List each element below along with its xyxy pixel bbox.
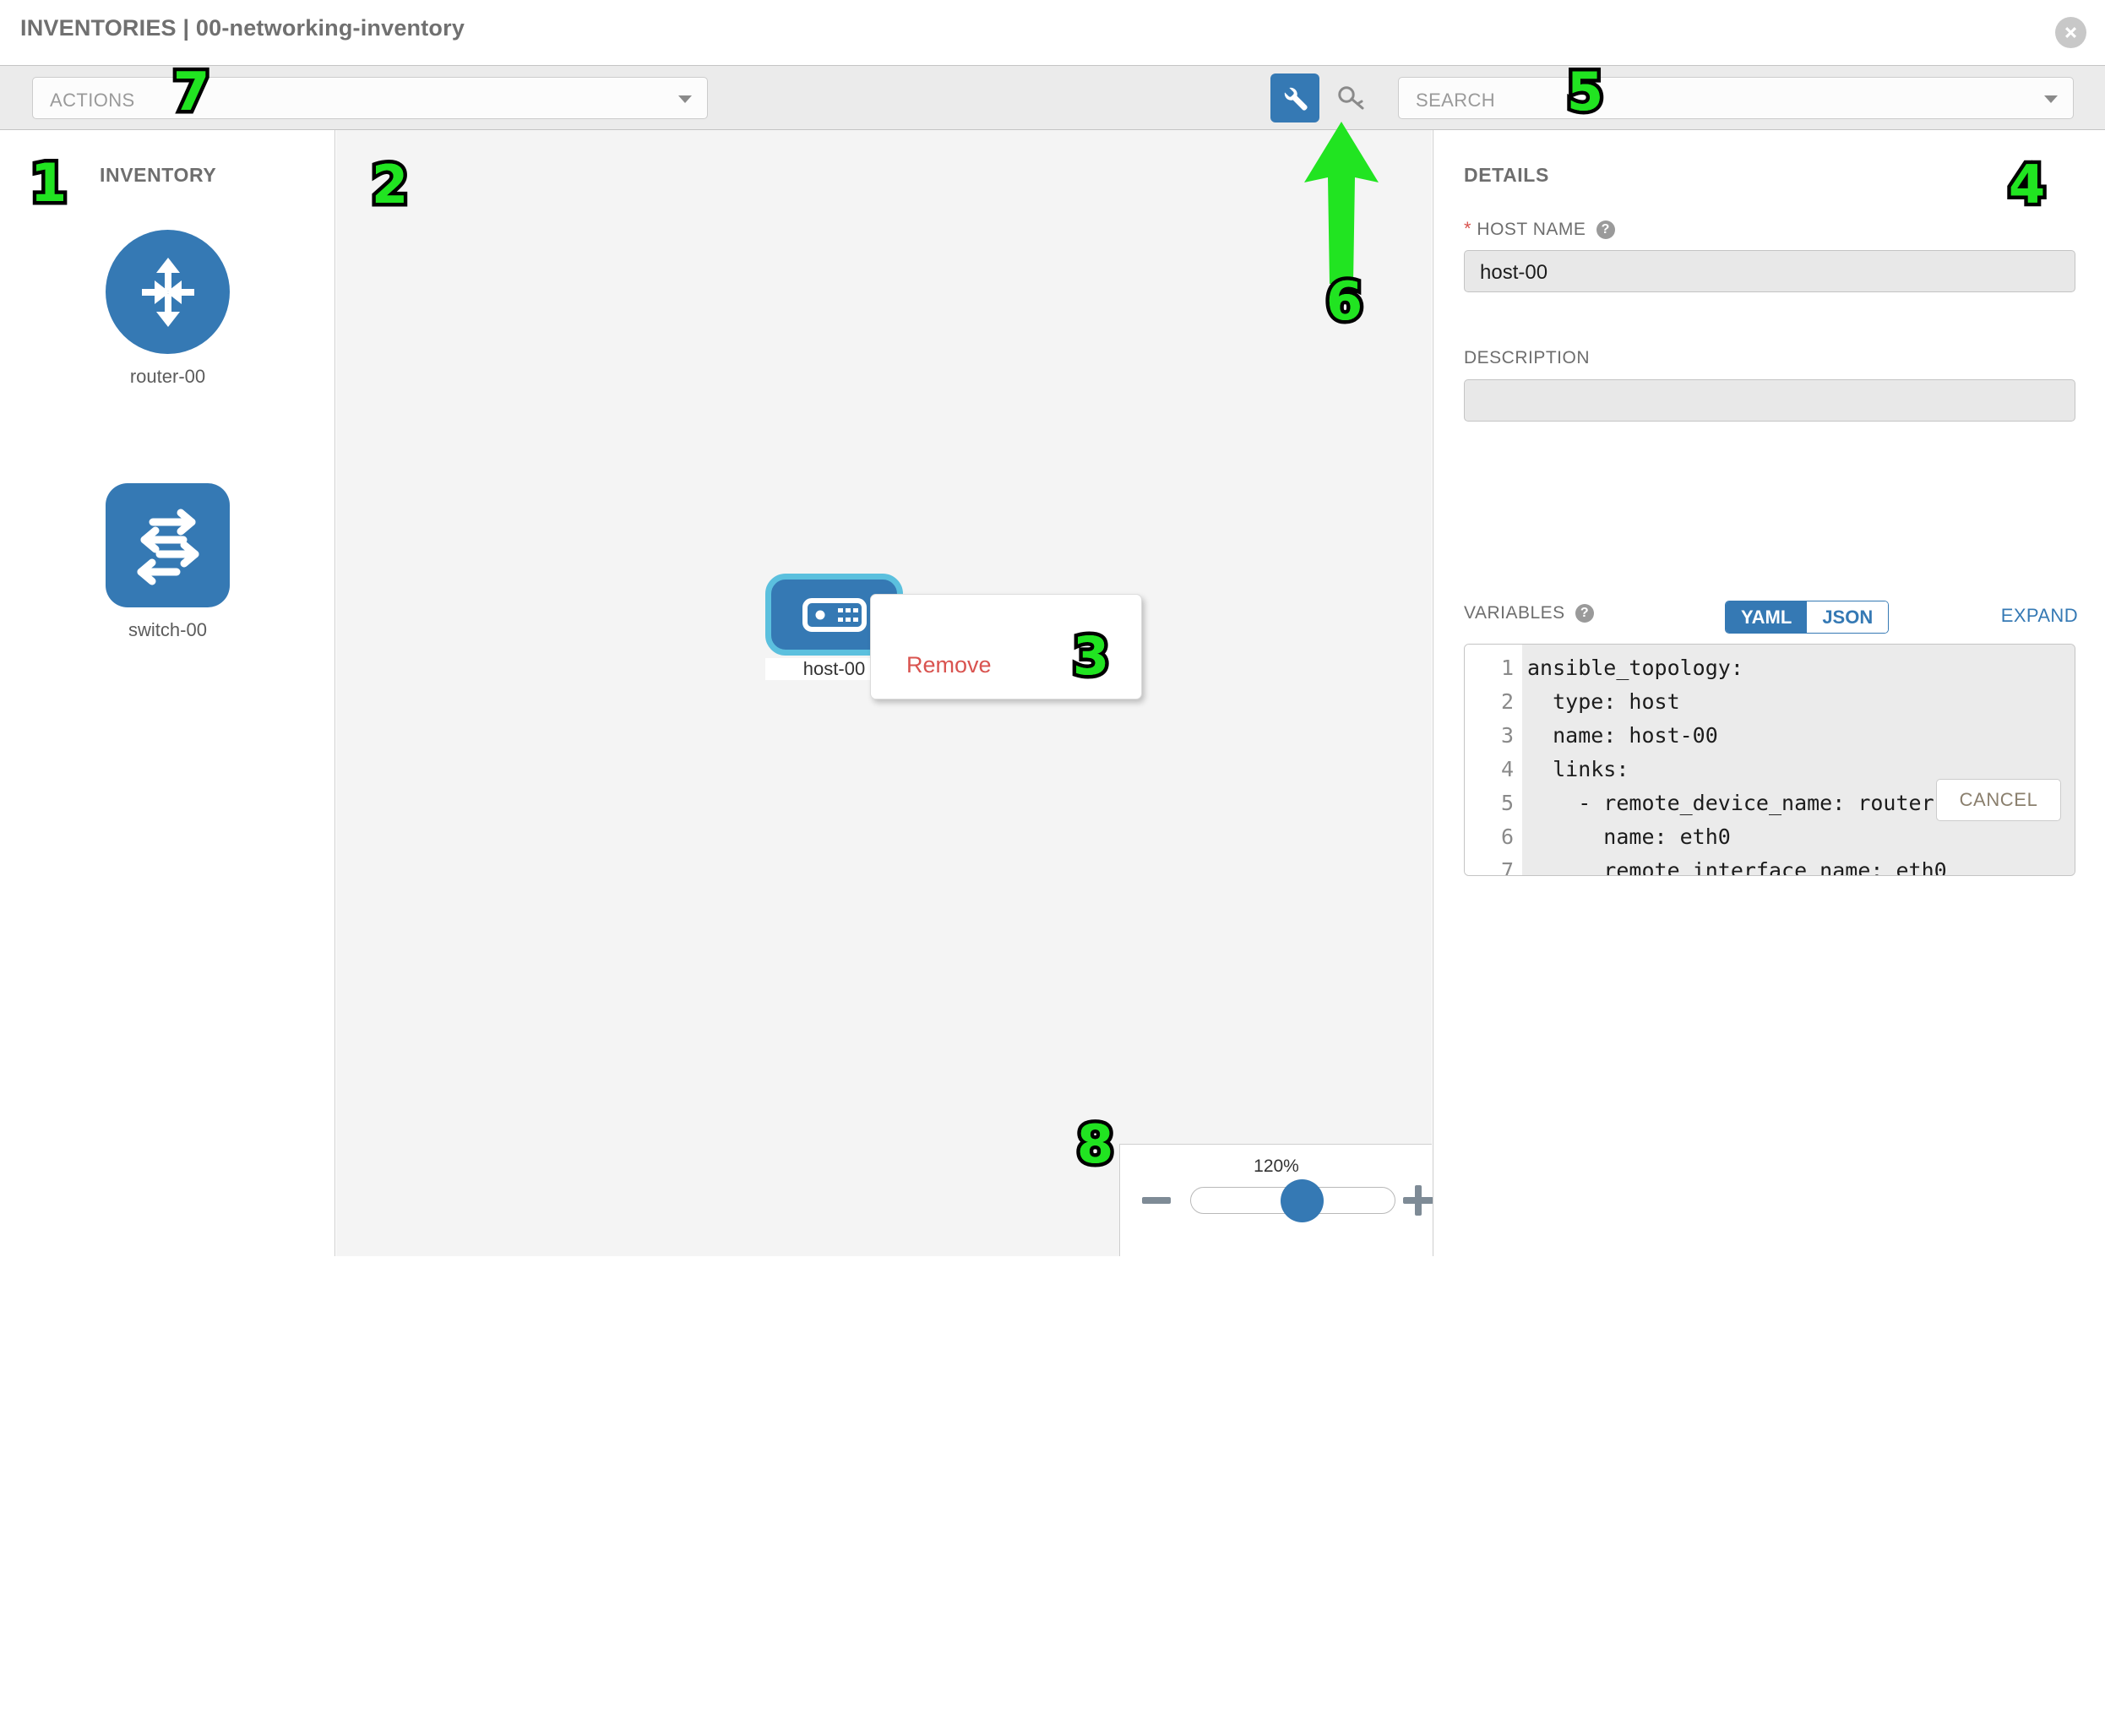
wrench-glyph	[1284, 87, 1308, 111]
zoom-slider-thumb[interactable]	[1281, 1179, 1324, 1222]
help-icon[interactable]: ?	[1596, 220, 1615, 239]
code-line: links:	[1527, 757, 1629, 781]
line-number: 2	[1500, 689, 1514, 714]
tab-json[interactable]: JSON	[1807, 601, 1889, 633]
details-title: DETAILS	[1464, 164, 1549, 186]
code-content[interactable]: ansible_topology: type: host name: host-…	[1522, 645, 2075, 875]
line-number: 3	[1500, 723, 1514, 748]
close-icon[interactable]	[2055, 17, 2086, 48]
code-line-numbers: 1 2 3 4 5 6 7	[1465, 645, 1522, 875]
variables-format-toggle: YAML JSON	[1725, 601, 1890, 634]
chevron-down-icon	[2044, 95, 2058, 103]
context-menu-item-remove[interactable]: Remove	[906, 652, 992, 678]
sidebar-item-label: router-00	[129, 366, 206, 387]
toolbar: ACTIONS SEARCH	[0, 65, 2105, 130]
line-number: 5	[1500, 791, 1514, 815]
variables-label: VARIABLES ?	[1464, 603, 1595, 623]
zoom-control-panel: 120%	[1119, 1144, 1433, 1256]
key-icon[interactable]	[1330, 79, 1371, 117]
line-number: 1	[1500, 656, 1514, 680]
sidebar-title: INVENTORY	[100, 164, 217, 186]
node-context-menu: Details Remove	[870, 594, 1142, 699]
chevron-down-icon	[678, 95, 692, 103]
code-line: name: host-00	[1527, 723, 1718, 748]
router-icon	[106, 230, 230, 354]
expand-link[interactable]: EXPAND	[2000, 605, 2078, 626]
search-placeholder: SEARCH	[1416, 90, 1496, 111]
sidebar-item-router-00[interactable]: router-00	[0, 230, 335, 388]
description-field[interactable]	[1464, 379, 2075, 422]
code-line: name: eth0	[1527, 824, 1731, 849]
variables-code-editor[interactable]: 1 2 3 4 5 6 7 ansible_topology: type: ho…	[1464, 644, 2075, 876]
sidebar-item-switch-00[interactable]: switch-00	[0, 483, 335, 641]
zoom-out-button[interactable]	[1142, 1197, 1171, 1204]
switch-glyph	[137, 509, 199, 585]
page-title: INVENTORIES | 00-networking-inventory	[20, 15, 465, 41]
inventory-sidebar: INVENTORY router-00	[0, 130, 335, 1256]
wrench-icon[interactable]	[1270, 73, 1319, 122]
code-line: remote_interface_name: eth0	[1527, 858, 1947, 875]
actions-dropdown-label: ACTIONS	[50, 90, 135, 111]
host-name-label-text: HOST NAME	[1477, 220, 1586, 239]
host-name-label: * HOST NAME ?	[1464, 218, 1615, 240]
host-name-value: host-00	[1480, 261, 1548, 284]
required-asterisk: *	[1464, 218, 1472, 239]
variables-label-text: VARIABLES	[1464, 603, 1565, 623]
host-name-field[interactable]: host-00	[1464, 250, 2075, 292]
description-label: DESCRIPTION	[1464, 348, 1591, 367]
window-header: INVENTORIES | 00-networking-inventory	[0, 0, 2105, 65]
key-glyph	[1338, 86, 1364, 110]
details-panel: DETAILS * HOST NAME ? host-00 DESCRIPTIO…	[1433, 130, 2105, 1256]
switch-icon	[106, 483, 230, 607]
zoom-level-value: 120%	[1254, 1156, 1299, 1176]
zoom-in-button[interactable]	[1403, 1185, 1433, 1216]
router-glyph	[141, 257, 194, 327]
tab-yaml[interactable]: YAML	[1726, 601, 1808, 633]
code-line: type: host	[1527, 689, 1680, 714]
server-icon	[802, 597, 867, 632]
help-icon[interactable]: ?	[1575, 604, 1595, 623]
cancel-button[interactable]: CANCEL	[1936, 779, 2061, 821]
actions-dropdown[interactable]: ACTIONS	[32, 77, 708, 119]
search-input[interactable]: SEARCH	[1398, 77, 2074, 119]
close-glyph	[2065, 27, 2076, 38]
line-number: 4	[1500, 757, 1514, 781]
sidebar-item-label: switch-00	[128, 619, 207, 640]
code-line: ansible_topology:	[1527, 656, 1743, 680]
line-number: 6	[1500, 824, 1514, 849]
topology-canvas[interactable]: host-00 Details Remove 120%	[336, 130, 1433, 1256]
line-number: 7	[1500, 858, 1514, 876]
